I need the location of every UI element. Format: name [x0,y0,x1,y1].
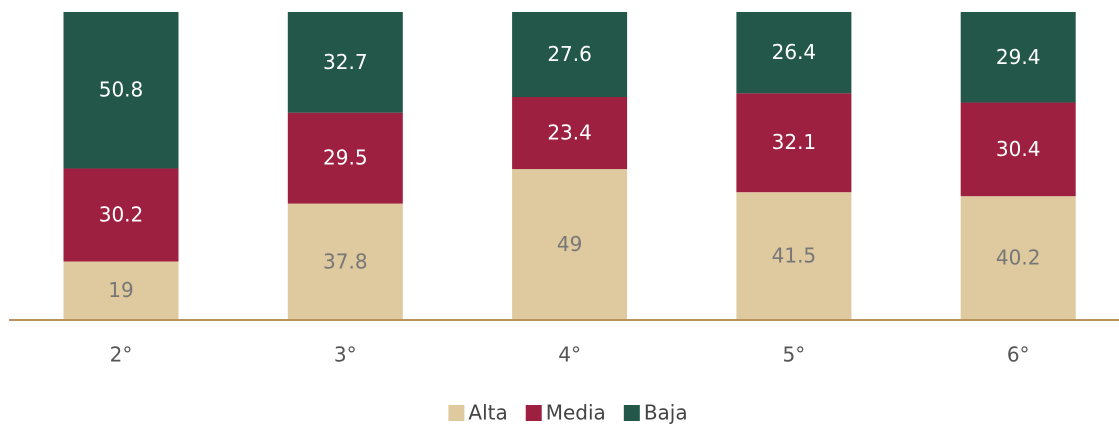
data-label: 40.2 [996,246,1041,270]
legend-swatch [448,405,465,421]
bar-segment [63,12,179,169]
data-label: 29.5 [323,146,368,170]
data-label: 30.2 [99,202,144,226]
bar-segment [287,12,403,113]
data-label: 41.5 [772,244,817,268]
data-label: 23.4 [547,121,592,145]
data-label: 29.4 [996,45,1041,69]
data-label: 30.4 [996,137,1041,161]
x-tick-label: 2° [110,343,133,367]
bar-segment [960,102,1076,197]
bar-segment [287,112,403,204]
x-tick-label: 4° [558,343,581,367]
bar-segment [512,97,628,170]
bar-segment [287,203,403,320]
data-label: 37.8 [323,249,368,273]
data-label: 32.1 [772,130,817,154]
bar-segment [960,196,1076,320]
bar-segment [736,192,852,320]
bar-segment [736,12,852,94]
data-label: 49 [557,232,582,256]
legend-swatch [623,405,640,421]
data-label: 27.6 [547,42,592,66]
data-label: 19 [108,278,133,302]
data-label: 32.7 [323,50,368,74]
x-tick-label: 6° [1007,343,1030,367]
legend-label: Media [546,401,606,425]
bar-segment [960,12,1076,103]
x-tick-label: 5° [783,343,806,367]
bar-segment [512,12,628,98]
legend-swatch [525,405,542,421]
data-label: 50.8 [99,78,144,102]
bar-segment [736,93,852,193]
bar-segment [63,168,179,262]
x-tick-label: 3° [334,343,357,367]
legend-label: Baja [644,401,688,425]
bar-segment [63,261,179,320]
legend-label: Alta [468,401,507,425]
data-label: 26.4 [772,40,817,64]
bar-segment [512,169,628,320]
